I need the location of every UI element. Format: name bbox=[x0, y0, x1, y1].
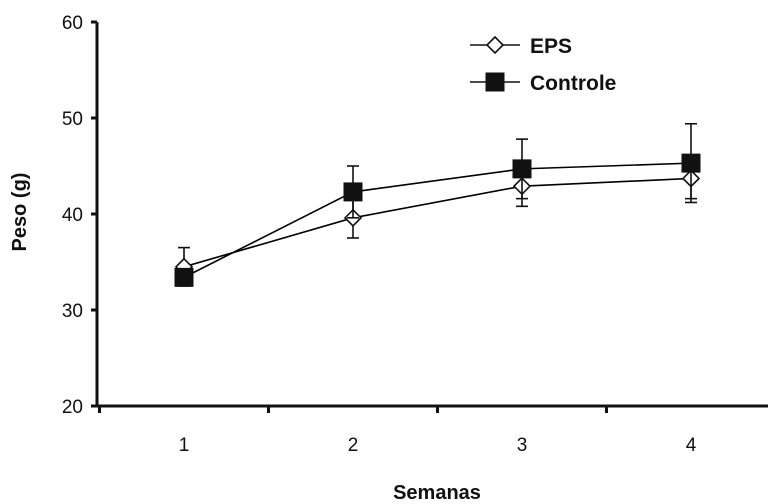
series-layer bbox=[174, 122, 701, 287]
data-point-controle bbox=[681, 153, 701, 173]
series-line-controle bbox=[183, 162, 692, 279]
legend-marker-eps bbox=[485, 35, 505, 55]
data-point-controle bbox=[174, 267, 194, 287]
series-eps bbox=[174, 157, 701, 287]
x-tick-label: 4 bbox=[686, 435, 697, 456]
x-ticks: 1 2 3 4 bbox=[98, 406, 697, 456]
data-point-controle bbox=[343, 182, 363, 202]
series-controle bbox=[174, 122, 701, 287]
axes bbox=[95, 22, 768, 408]
y-tick-label: 40 bbox=[62, 205, 83, 226]
y-tick-label: 20 bbox=[62, 397, 83, 418]
legend-item-controle: Controle bbox=[470, 72, 616, 95]
data-point-controle bbox=[512, 159, 532, 179]
legend: EPS Controle bbox=[470, 35, 616, 95]
y-tick-label: 50 bbox=[62, 109, 83, 130]
legend-label-controle: Controle bbox=[530, 72, 616, 95]
x-tick-label: 1 bbox=[179, 435, 190, 456]
y-tick-label: 60 bbox=[62, 13, 83, 34]
series-line-eps bbox=[183, 177, 692, 268]
y-tick-label: 30 bbox=[62, 301, 83, 322]
y-axis-title: Peso (g) bbox=[9, 173, 31, 252]
legend-label-eps: EPS bbox=[530, 35, 572, 58]
x-axis-title: Semanas bbox=[393, 482, 481, 504]
y-ticks: 20 30 40 50 60 bbox=[62, 13, 97, 418]
legend-marker-controle bbox=[485, 72, 505, 92]
legend-item-eps: EPS bbox=[470, 35, 572, 58]
x-tick-label: 3 bbox=[517, 435, 528, 456]
x-tick-label: 2 bbox=[348, 435, 359, 456]
